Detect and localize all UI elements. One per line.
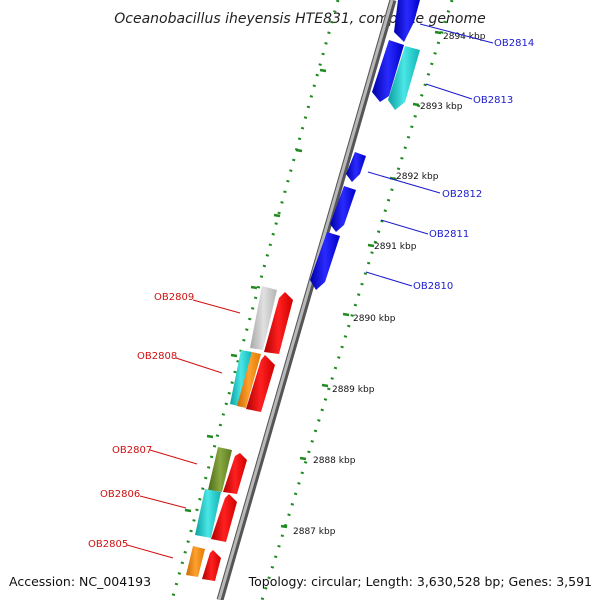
gene-features-left — [186, 286, 293, 581]
tick-label: 2890 kbp — [353, 314, 396, 324]
gene-ob2805-red[interactable] — [202, 550, 221, 581]
gene-label-ob2809[interactable]: OB2809 — [154, 292, 194, 303]
gene-label-ob2806[interactable]: OB2806 — [100, 489, 140, 500]
gene-ob2809-gray[interactable] — [250, 286, 277, 350]
gene-ob2813-blue[interactable] — [372, 40, 404, 102]
map-title: Oceanobacillus iheyensis HTE831, complet… — [114, 11, 485, 27]
gene-ob2814[interactable] — [394, 0, 420, 42]
gene-ob2807-red[interactable] — [223, 453, 247, 494]
gene-ob2813-cyan[interactable] — [388, 46, 420, 110]
gene-ob2808-red[interactable] — [246, 355, 275, 412]
leader-lines-left — [126, 299, 241, 559]
tick-label: 2887 kbp — [293, 527, 336, 537]
inner-ring-ticks — [280, 30, 442, 529]
gene-ob2808-orange[interactable] — [237, 352, 261, 408]
tick-label: 2893 kbp — [420, 102, 463, 112]
gene-ob2806-cyan[interactable] — [195, 489, 221, 538]
leader-lines-right — [365, 23, 494, 287]
gene-ob2806-red[interactable] — [211, 494, 237, 542]
genome-summary-text: Topology: circular; Length: 3,630,528 bp… — [248, 574, 592, 589]
gene-label-ob2811[interactable]: OB2811 — [429, 229, 469, 240]
gene-ob2808-cyan[interactable] — [230, 350, 252, 406]
gene-label-ob2807[interactable]: OB2807 — [112, 445, 152, 456]
gene-label-ob2814[interactable]: OB2814 — [494, 38, 534, 49]
accession-text: Accession: NC_004193 — [9, 574, 151, 589]
gene-label-ob2808[interactable]: OB2808 — [137, 351, 177, 362]
tick-label: 2889 kbp — [332, 385, 375, 395]
genome-backbone-highlight — [217, 0, 394, 600]
gene-label-ob2812[interactable]: OB2812 — [442, 189, 482, 200]
gene-ob2807-olive[interactable] — [208, 447, 232, 492]
tick-label: 2894 kbp — [443, 32, 486, 42]
outer-ring-ticks — [184, 68, 327, 513]
gene-labels-left: OB2809 OB2808 OB2807 OB2806 OB2805 — [88, 292, 194, 550]
tick-label: 2891 kbp — [374, 242, 417, 252]
gene-features-right — [310, 0, 420, 290]
gene-ob2810[interactable] — [310, 232, 340, 290]
gene-ob2809-red[interactable] — [264, 292, 293, 354]
gene-label-ob2805[interactable]: OB2805 — [88, 539, 128, 550]
tick-labels: 2894 kbp 2893 kbp 2892 kbp 2891 kbp 2890… — [293, 32, 486, 537]
outer-ring-dotted — [170, 0, 340, 600]
tick-label: 2888 kbp — [313, 456, 356, 466]
gene-ob2811[interactable] — [330, 186, 356, 232]
gene-ob2805-orange[interactable] — [186, 546, 205, 577]
gene-label-ob2810[interactable]: OB2810 — [413, 281, 453, 292]
gene-label-ob2813[interactable]: OB2813 — [473, 95, 513, 106]
gene-ob2812[interactable] — [346, 152, 366, 182]
tick-label: 2892 kbp — [396, 172, 439, 182]
gene-labels-right: OB2814 OB2813 OB2812 OB2811 OB2810 — [413, 38, 534, 292]
